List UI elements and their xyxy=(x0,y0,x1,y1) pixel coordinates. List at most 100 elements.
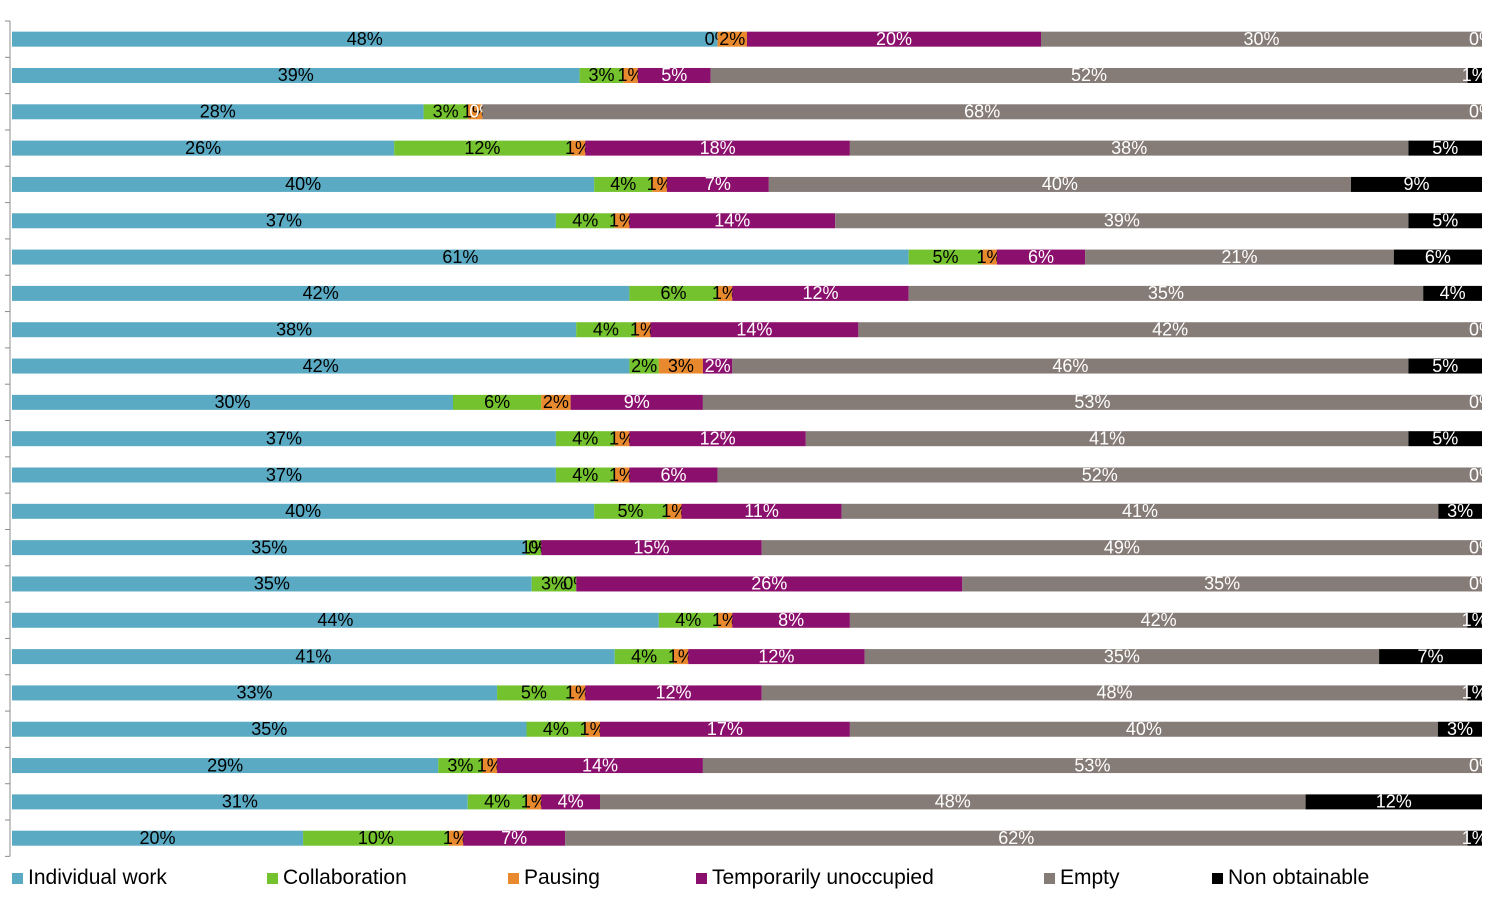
bar-segment-collaboration xyxy=(594,176,653,192)
data-label-non-obtainable: 3% xyxy=(1447,501,1473,521)
bar-segment-non-obtainable xyxy=(1467,67,1482,83)
bar-segment-empty xyxy=(1041,31,1482,47)
legend-label: Non obtainable xyxy=(1228,866,1370,889)
bar-segment-empty xyxy=(600,794,1306,810)
data-label-individual-work: 37% xyxy=(266,211,302,231)
data-label-empty: 62% xyxy=(998,828,1034,848)
data-label-temporarily-unoccupied: 20% xyxy=(876,29,912,49)
data-label-individual-work: 61% xyxy=(442,247,478,267)
bar-segment-temporarily-unoccupied xyxy=(996,249,1086,265)
data-label-collaboration: 4% xyxy=(593,319,619,339)
bar-segment-non-obtainable xyxy=(1408,358,1482,374)
bar-segment-individual-work xyxy=(12,176,595,192)
data-label-temporarily-unoccupied: 6% xyxy=(1028,247,1054,267)
legend-item-temporarily-unoccupied: Temporarily unoccupied xyxy=(696,866,934,890)
bar-segment-temporarily-unoccupied xyxy=(497,758,703,774)
data-label-pausing: 1% xyxy=(618,65,644,85)
data-label-non-obtainable: 5% xyxy=(1432,211,1458,231)
bar-segment-empty xyxy=(805,431,1409,447)
data-label-empty: 30% xyxy=(1243,29,1279,49)
bar-segment-non-obtainable xyxy=(1408,213,1482,229)
bar-segment-individual-work xyxy=(12,358,630,374)
data-label-collaboration: 4% xyxy=(610,174,636,194)
data-label-non-obtainable: 1% xyxy=(1462,610,1488,630)
bar-segment-collaboration xyxy=(614,649,674,665)
bar-segment-temporarily-unoccupied xyxy=(702,358,733,374)
data-label-individual-work: 39% xyxy=(278,65,314,85)
data-label-individual-work: 35% xyxy=(254,574,290,594)
bar-segment-empty xyxy=(841,503,1439,519)
bar-segment-empty xyxy=(702,758,1482,774)
data-label-empty: 68% xyxy=(964,102,1000,122)
bar-segment-pausing xyxy=(541,394,571,410)
data-label-empty: 52% xyxy=(1082,465,1118,485)
bar-segment-non-obtainable xyxy=(1351,176,1482,192)
data-label-non-obtainable: 0% xyxy=(1469,319,1495,339)
bar-segment-pausing xyxy=(717,612,733,628)
bar-segment-pausing xyxy=(614,213,630,229)
bar-segment-collaboration xyxy=(658,612,718,628)
legend-swatch-non-obtainable xyxy=(1212,872,1223,884)
bar-segment-collaboration xyxy=(497,685,571,701)
legend-item-individual-work: Individual work xyxy=(12,866,167,890)
data-label-non-obtainable: 1% xyxy=(1462,65,1488,85)
bar-row-17: 44% 4% 1% 8% 42% 1% xyxy=(12,610,1488,630)
bar-segment-pausing xyxy=(585,721,600,737)
data-label-collaboration: 4% xyxy=(543,719,569,739)
bar-segment-collaboration xyxy=(629,358,659,374)
bar-row-20: 35% 4% 1% 17% 40% 3% xyxy=(12,719,1482,739)
data-label-empty: 35% xyxy=(1104,646,1140,666)
bar-segment-temporarily-unoccupied xyxy=(585,140,850,156)
bar-segment-collaboration xyxy=(394,140,571,156)
data-label-pausing: 1% xyxy=(521,792,547,812)
data-label-non-obtainable: 12% xyxy=(1376,792,1412,812)
bar-segment-individual-work xyxy=(12,794,468,810)
data-label-collaboration: 4% xyxy=(484,792,510,812)
data-label-individual-work: 29% xyxy=(207,755,243,775)
bar-segment-individual-work xyxy=(12,31,718,47)
data-label-temporarily-unoccupied: 6% xyxy=(660,465,686,485)
bar-segment-collaboration xyxy=(629,285,718,301)
bar-segment-temporarily-unoccupied xyxy=(570,394,703,410)
data-label-empty: 35% xyxy=(1204,574,1240,594)
bar-segment-temporarily-unoccupied xyxy=(600,721,850,737)
bar-row-22: 31% 4% 1% 4% 48% 12% xyxy=(12,792,1482,812)
data-label-pausing: 1% xyxy=(565,138,591,158)
data-label-non-obtainable: 0% xyxy=(1469,29,1495,49)
bar-segment-empty xyxy=(849,721,1438,737)
data-label-temporarily-unoccupied: 12% xyxy=(758,646,794,666)
bar-segment-collaboration xyxy=(423,104,468,120)
data-label-temporarily-unoccupied: 8% xyxy=(778,610,804,630)
data-label-non-obtainable: 7% xyxy=(1418,646,1444,666)
data-label-empty: 40% xyxy=(1042,174,1078,194)
bar-segment-non-obtainable xyxy=(1305,794,1482,810)
bar-segment-temporarily-unoccupied xyxy=(541,794,600,810)
bar-segment-empty xyxy=(702,394,1482,410)
data-label-collaboration: 4% xyxy=(631,646,657,666)
data-label-temporarily-unoccupied: 5% xyxy=(661,65,687,85)
bar-row-19: 33% 5% 1% 12% 48% 1% xyxy=(12,683,1488,703)
bar-row-8: 42% 6% 1% 12% 35% 4% xyxy=(12,283,1482,303)
data-label-pausing: 3% xyxy=(668,356,694,376)
data-label-pausing: 2% xyxy=(719,29,745,49)
bar-segment-temporarily-unoccupied xyxy=(637,67,711,83)
bar-segment-individual-work xyxy=(12,467,556,483)
bar-segment-collaboration xyxy=(303,830,449,846)
bar-segment-collaboration xyxy=(555,467,615,483)
bar-segment-collaboration xyxy=(579,67,624,83)
data-label-temporarily-unoccupied: 2% xyxy=(705,356,731,376)
data-label-collaboration: 4% xyxy=(675,610,701,630)
data-label-collaboration: 5% xyxy=(521,683,547,703)
data-label-collaboration: 1% xyxy=(521,537,547,557)
bar-segment-pausing xyxy=(623,67,638,83)
data-label-non-obtainable: 3% xyxy=(1447,719,1473,739)
bar-segment-pausing xyxy=(570,140,586,156)
data-label-empty: 39% xyxy=(1104,211,1140,231)
bar-segment-empty xyxy=(864,649,1380,665)
bar-segment-empty xyxy=(962,576,1482,592)
bar-segment-empty xyxy=(565,830,1468,846)
data-label-temporarily-unoccupied: 14% xyxy=(714,211,750,231)
bar-segment-temporarily-unoccupied xyxy=(666,176,769,192)
data-label-individual-work: 42% xyxy=(303,283,339,303)
bar-segment-collaboration xyxy=(453,394,542,410)
